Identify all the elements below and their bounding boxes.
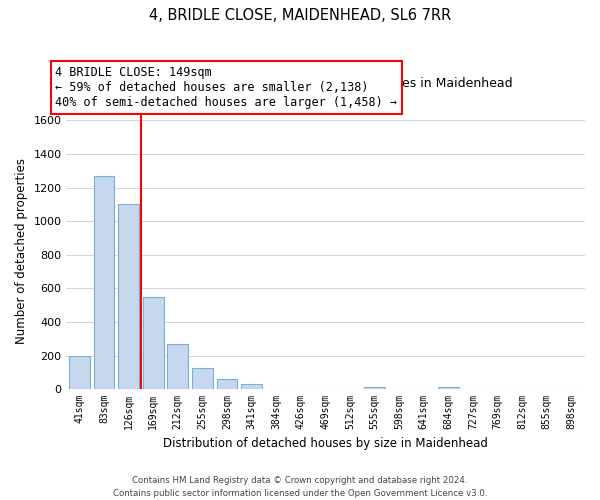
Text: 4, BRIDLE CLOSE, MAIDENHEAD, SL6 7RR: 4, BRIDLE CLOSE, MAIDENHEAD, SL6 7RR bbox=[149, 8, 451, 22]
Bar bbox=[192, 368, 213, 389]
Title: Size of property relative to detached houses in Maidenhead: Size of property relative to detached ho… bbox=[138, 77, 513, 90]
Bar bbox=[241, 384, 262, 389]
Y-axis label: Number of detached properties: Number of detached properties bbox=[15, 158, 28, 344]
Bar bbox=[69, 356, 90, 389]
Bar bbox=[364, 386, 385, 389]
Bar bbox=[143, 297, 164, 389]
Bar bbox=[167, 344, 188, 389]
Bar bbox=[438, 386, 459, 389]
Text: 4 BRIDLE CLOSE: 149sqm
← 59% of detached houses are smaller (2,138)
40% of semi-: 4 BRIDLE CLOSE: 149sqm ← 59% of detached… bbox=[55, 66, 397, 109]
Bar bbox=[94, 176, 115, 389]
Text: Contains HM Land Registry data © Crown copyright and database right 2024.
Contai: Contains HM Land Registry data © Crown c… bbox=[113, 476, 487, 498]
Bar bbox=[217, 379, 238, 389]
Bar bbox=[118, 204, 139, 389]
X-axis label: Distribution of detached houses by size in Maidenhead: Distribution of detached houses by size … bbox=[163, 437, 488, 450]
